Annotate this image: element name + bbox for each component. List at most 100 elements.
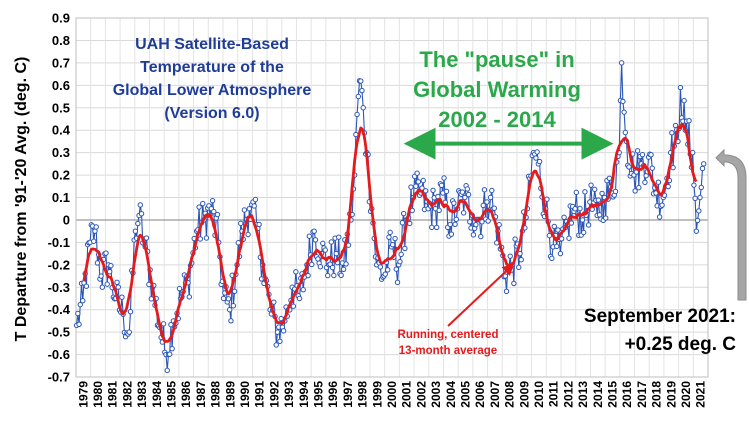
x-tick-label: 1979 bbox=[76, 381, 90, 408]
monthly-point bbox=[462, 194, 468, 201]
x-tick-label: 1998 bbox=[356, 381, 370, 408]
monthly-point bbox=[143, 235, 150, 241]
monthly-point bbox=[557, 250, 564, 257]
monthly-point bbox=[656, 214, 663, 220]
x-tick-label: 1983 bbox=[135, 381, 149, 408]
x-tick-label: 1991 bbox=[253, 381, 267, 408]
chart-title-line-1: UAH Satellite-Based bbox=[135, 36, 289, 53]
monthly-point bbox=[464, 186, 471, 192]
monthly-point bbox=[386, 234, 392, 240]
x-tick-label: 2002 bbox=[414, 381, 428, 408]
x-tick-label: 2009 bbox=[517, 381, 531, 408]
x-tick-label: 2003 bbox=[429, 381, 443, 408]
x-tick-label: 1994 bbox=[297, 381, 311, 408]
monthly-point bbox=[634, 148, 641, 154]
monthly-point bbox=[322, 247, 328, 253]
monthly-point bbox=[430, 187, 436, 194]
monthly-point bbox=[186, 294, 192, 300]
monthly-point bbox=[225, 296, 232, 302]
monthly-point bbox=[692, 195, 698, 202]
monthly-point bbox=[75, 310, 81, 317]
monthly-point bbox=[551, 223, 557, 230]
monthly-point bbox=[436, 207, 442, 214]
monthly-point bbox=[76, 321, 82, 327]
monthly-point bbox=[336, 234, 342, 240]
y-axis-label: T Departure from '91-'20 Avg. (deg. C) bbox=[13, 57, 30, 342]
monthly-point bbox=[164, 367, 170, 374]
monthly-point bbox=[460, 210, 467, 216]
monthly-point bbox=[317, 264, 324, 270]
monthly-point bbox=[135, 220, 141, 227]
x-tick-label: 1990 bbox=[238, 381, 252, 408]
monthly-point bbox=[434, 224, 440, 231]
pause-label-line-3: 2002 - 2014 bbox=[438, 107, 556, 132]
monthly-point bbox=[115, 284, 121, 290]
monthly-point bbox=[408, 184, 414, 190]
monthly-point bbox=[274, 329, 281, 335]
monthly-point bbox=[296, 295, 303, 302]
monthly-point bbox=[689, 149, 696, 156]
y-tick-label: 0.8 bbox=[52, 33, 70, 48]
x-tick-label: 2001 bbox=[400, 381, 414, 408]
monthly-point bbox=[670, 164, 676, 171]
running-average-series bbox=[82, 122, 698, 344]
monthly-point bbox=[459, 189, 466, 195]
x-tick-label: 1995 bbox=[312, 381, 326, 408]
y-tick-label: 0.1 bbox=[52, 190, 70, 205]
monthly-point bbox=[252, 196, 259, 203]
monthly-point bbox=[238, 220, 244, 227]
monthly-point bbox=[612, 188, 619, 195]
monthly-point bbox=[632, 188, 638, 194]
x-tick-label: 2006 bbox=[473, 381, 487, 408]
x-tick-label: 1997 bbox=[341, 381, 355, 408]
monthly-point bbox=[397, 258, 403, 265]
monthly-point bbox=[333, 250, 339, 257]
monthly-point bbox=[534, 149, 540, 155]
monthly-point bbox=[636, 184, 642, 191]
monthly-point bbox=[592, 186, 598, 193]
monthly-point bbox=[290, 303, 297, 309]
monthly-point bbox=[338, 272, 344, 278]
monthly-point bbox=[697, 194, 703, 201]
monthly-point bbox=[385, 267, 391, 273]
y-tick-label: -0.3 bbox=[48, 280, 70, 295]
monthly-point bbox=[588, 182, 594, 188]
x-tick-label: 2012 bbox=[561, 381, 575, 408]
monthly-point bbox=[312, 237, 319, 243]
monthly-point bbox=[659, 202, 665, 208]
monthly-point bbox=[99, 284, 106, 290]
monthly-point bbox=[470, 232, 477, 238]
y-tick-label: 0.7 bbox=[52, 55, 70, 70]
monthly-point bbox=[452, 221, 458, 228]
monthly-point bbox=[568, 220, 575, 226]
pause-label-line-2: Global Warming bbox=[413, 77, 581, 102]
monthly-point bbox=[293, 269, 299, 275]
monthly-point bbox=[245, 231, 251, 238]
monthly-point bbox=[197, 236, 204, 242]
monthly-point bbox=[340, 266, 347, 272]
monthly-point bbox=[160, 321, 167, 327]
monthly-point bbox=[280, 328, 287, 334]
monthly-point bbox=[246, 206, 253, 212]
y-tick-label: -0.4 bbox=[48, 302, 71, 317]
latest-value-pointer-arrow bbox=[715, 148, 747, 301]
x-tick-label: 2004 bbox=[444, 381, 458, 408]
running-average-label: Running, centered 13-month average bbox=[398, 329, 499, 357]
monthly-point bbox=[306, 233, 313, 239]
monthly-point bbox=[620, 98, 626, 105]
monthly-point bbox=[544, 196, 550, 202]
monthly-point bbox=[655, 179, 662, 185]
y-tick-label: 0.2 bbox=[52, 168, 70, 183]
monthly-point bbox=[328, 239, 335, 245]
monthly-point bbox=[699, 165, 706, 172]
monthly-point bbox=[382, 271, 388, 277]
monthly-point bbox=[377, 264, 384, 270]
monthly-point bbox=[639, 151, 646, 158]
monthly-point bbox=[546, 232, 553, 239]
monthly-point bbox=[251, 203, 257, 209]
x-tick-label: 2011 bbox=[547, 381, 561, 407]
running-average-label-line-2: 13-month average bbox=[399, 345, 497, 357]
monthly-point bbox=[108, 262, 114, 269]
monthly-point bbox=[414, 170, 420, 176]
y-tick-label: -0.2 bbox=[48, 257, 70, 272]
